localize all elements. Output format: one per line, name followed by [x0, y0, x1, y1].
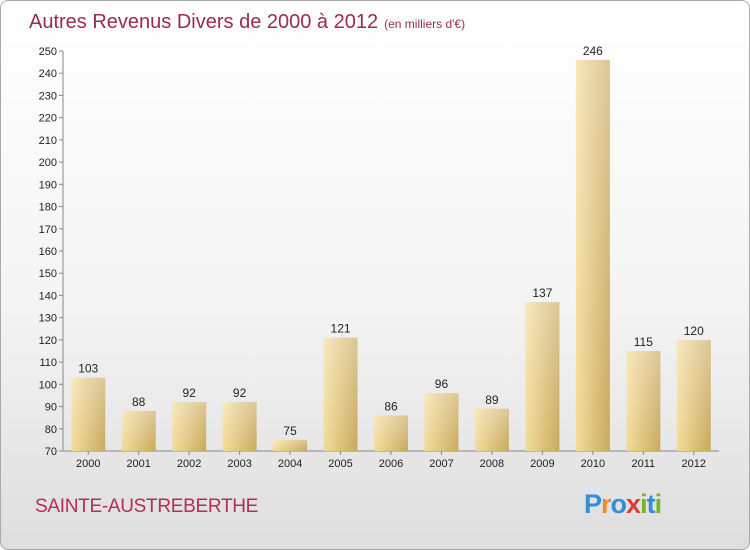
- bar-highlight: [424, 393, 459, 451]
- bar-highlight: [474, 408, 509, 451]
- y-tick-label: 120: [39, 335, 57, 347]
- y-tick-label: 230: [39, 90, 57, 102]
- y-tick-label: 190: [39, 179, 57, 191]
- y-tick-label: 240: [39, 68, 57, 80]
- bar-highlight: [676, 339, 711, 451]
- logo-letter: P: [584, 489, 602, 519]
- y-tick-label: 180: [39, 202, 57, 214]
- logo-letter: i: [654, 489, 662, 519]
- bar-highlight: [323, 337, 358, 451]
- bar-highlight: [273, 439, 308, 451]
- y-tick-label: 200: [39, 157, 57, 169]
- y-tick-label: 80: [45, 424, 57, 436]
- bar-value-label: 89: [485, 393, 499, 407]
- bar-highlight: [525, 302, 560, 451]
- bar-value-label: 120: [684, 324, 704, 338]
- bar-highlight: [172, 402, 207, 451]
- y-tick-label: 170: [39, 224, 57, 236]
- y-tick-label: 100: [39, 379, 57, 391]
- x-tick-label: 2008: [480, 458, 504, 470]
- y-tick-label: 160: [39, 246, 57, 258]
- bar-value-label: 103: [78, 362, 98, 376]
- chart-title: Autres Revenus Divers de 2000 à 2012 (en …: [29, 11, 466, 33]
- y-tick-label: 210: [39, 135, 57, 147]
- y-tick-label: 140: [39, 290, 57, 302]
- bar-highlight: [626, 351, 661, 451]
- bar-highlight: [374, 415, 408, 451]
- bar-highlight: [121, 411, 156, 451]
- bars: 103 88 92 92 75 121 86 96 89 137 246 115 120: [71, 44, 711, 452]
- bar-value-label: 86: [384, 399, 398, 413]
- y-tick-label: 70: [45, 446, 57, 458]
- x-tick-label: 2007: [429, 458, 453, 470]
- x-tick-label: 2006: [379, 458, 403, 470]
- x-tick-label: 2001: [126, 458, 150, 470]
- bar-value-label: 246: [583, 44, 603, 58]
- bar-value-label: 96: [435, 377, 449, 391]
- y-tick-label: 250: [39, 46, 57, 58]
- bar-highlight: [575, 59, 610, 452]
- bar-value-label: 137: [532, 286, 552, 300]
- y-tick-label: 90: [45, 402, 57, 414]
- logo-letter: o: [610, 489, 627, 519]
- chart-unit: (en milliers d'€): [384, 17, 466, 31]
- x-tick-label: 2002: [177, 458, 201, 470]
- logo-letter: r: [601, 489, 611, 519]
- x-tick-label: 2004: [278, 458, 302, 470]
- bar-value-label: 92: [233, 386, 247, 400]
- proxiti-logo: Proxiti: [584, 489, 662, 520]
- y-tick-label: 150: [39, 268, 57, 280]
- y-tick-label: 220: [39, 113, 57, 125]
- bar-value-label: 115: [634, 335, 653, 349]
- place-name: SAINTE-AUSTREBERTHE: [35, 496, 259, 517]
- y-tick-label: 130: [39, 313, 57, 325]
- bar-value-label: 92: [182, 386, 196, 400]
- logo-letter: x: [626, 489, 641, 519]
- x-tick-label: 2003: [227, 458, 251, 470]
- x-tick-label: 2012: [682, 458, 706, 470]
- bar-highlight: [222, 402, 257, 451]
- logo-letter: i: [640, 489, 647, 519]
- x-tick-label: 2010: [581, 458, 605, 470]
- bar-value-label: 88: [132, 395, 146, 409]
- bar-value-label: 75: [283, 424, 297, 438]
- x-tick-label: 2005: [328, 458, 352, 470]
- logo-letter: t: [646, 489, 656, 519]
- x-tick-label: 2000: [76, 458, 100, 470]
- y-tick-label: 110: [39, 357, 57, 369]
- bar-highlight: [71, 377, 106, 451]
- x-tick-label: 2011: [631, 458, 655, 470]
- x-tick-label: 2009: [530, 458, 554, 470]
- bar-value-label: 121: [331, 322, 351, 336]
